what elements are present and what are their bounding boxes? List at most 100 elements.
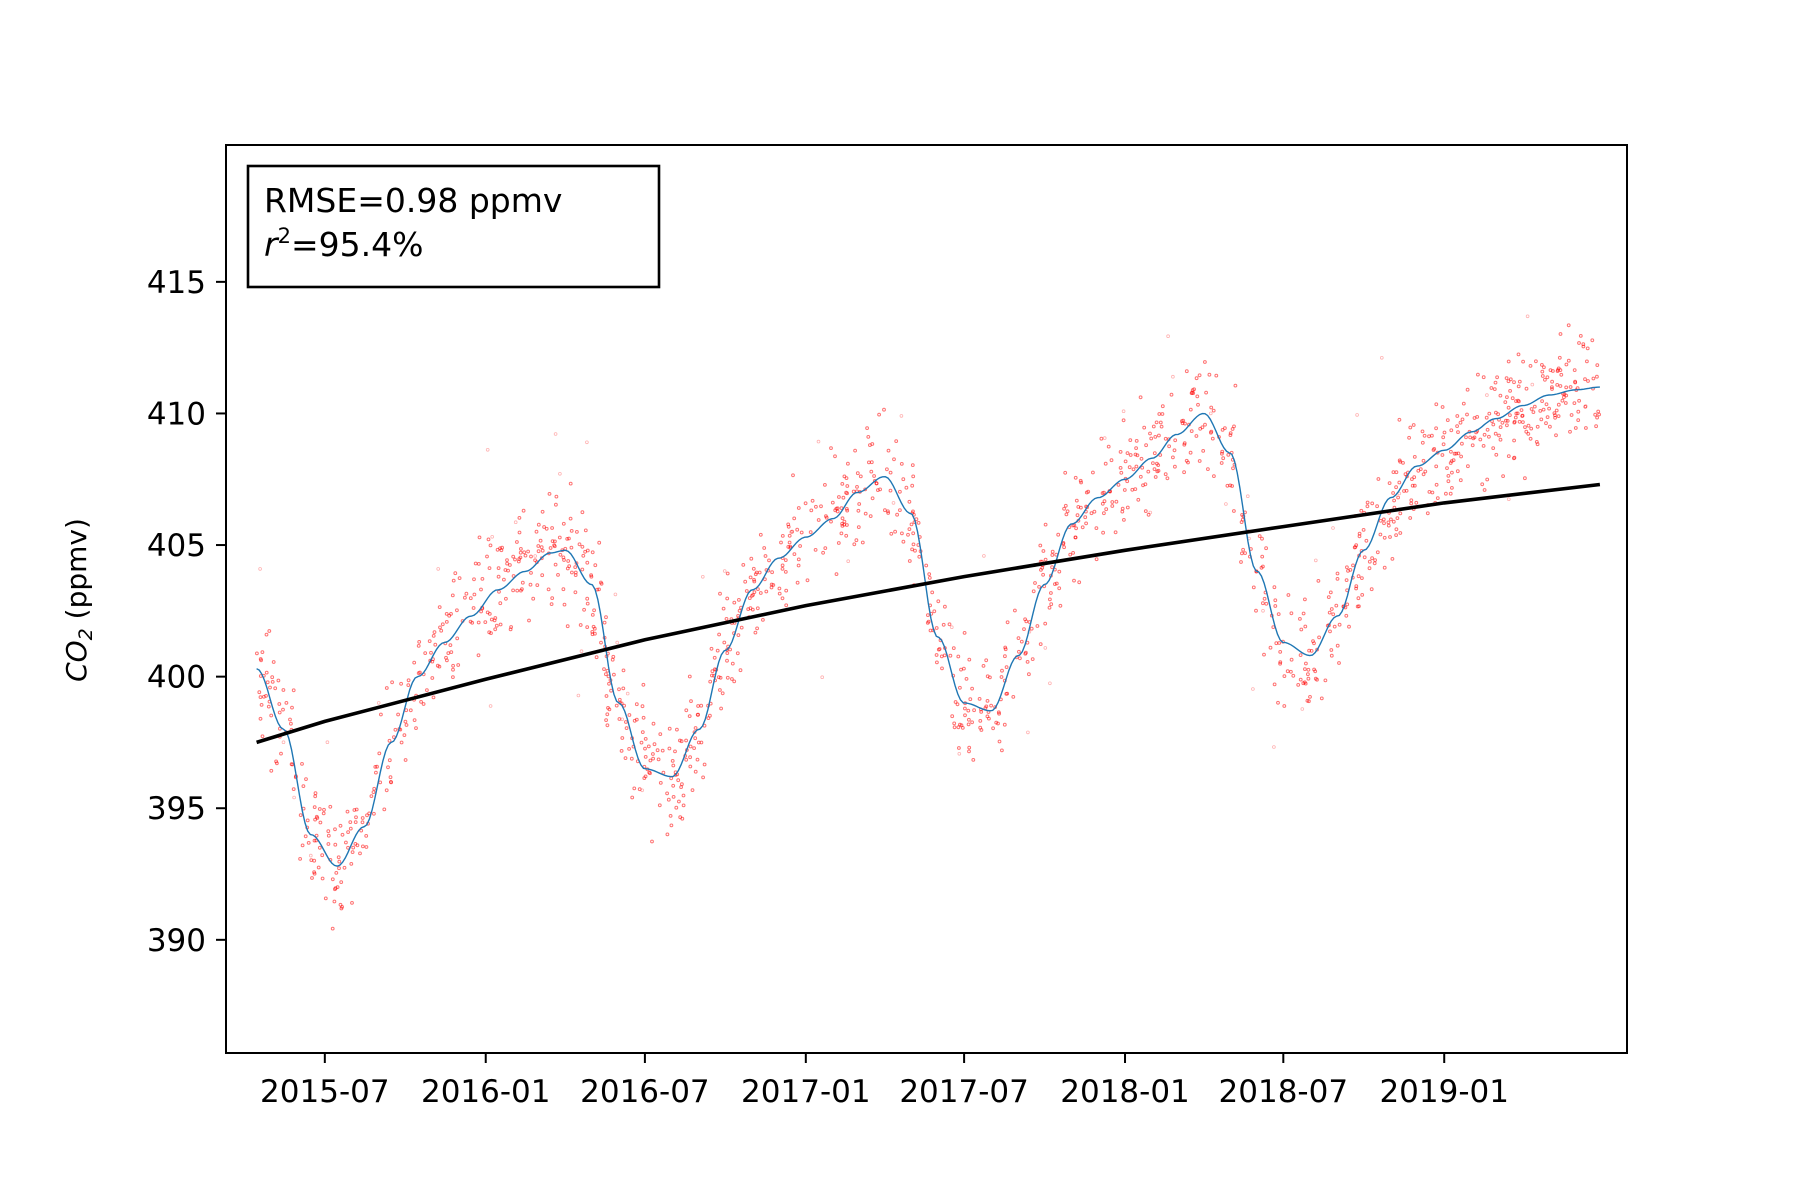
scatter-point xyxy=(1524,429,1529,434)
scatter-point xyxy=(963,706,967,711)
scatter-point xyxy=(675,727,679,732)
scatter-point xyxy=(281,688,286,692)
scatter-point xyxy=(934,653,939,657)
scatter-point xyxy=(1118,466,1123,470)
scatter-point xyxy=(1102,499,1107,504)
scatter-point xyxy=(971,758,976,762)
scatter-point xyxy=(851,489,856,494)
scatter-point xyxy=(1184,369,1189,374)
scatter-point xyxy=(536,549,541,554)
scatter-point xyxy=(354,815,358,820)
scatter-point xyxy=(1000,668,1004,673)
scatter-point xyxy=(999,675,1004,679)
scatter-point xyxy=(744,589,749,593)
scatter-point xyxy=(643,746,647,751)
r2-superscript: 2 xyxy=(278,224,291,248)
scatter-point xyxy=(257,690,262,695)
scatter-point xyxy=(962,666,966,671)
scatter-point xyxy=(911,531,916,536)
scatter-point xyxy=(611,654,616,659)
scatter-point xyxy=(1466,464,1470,469)
scatter-point xyxy=(863,487,868,492)
scatter-point xyxy=(556,573,560,577)
scatter-point xyxy=(777,591,782,596)
scatter-point xyxy=(1367,559,1372,564)
scatter-point xyxy=(1550,385,1554,390)
scatter-point xyxy=(1356,574,1361,579)
scatter-point xyxy=(1278,650,1283,654)
scatter-point xyxy=(562,602,567,607)
scatter-point xyxy=(997,711,1001,716)
scatter-point xyxy=(621,668,626,673)
scatter-point xyxy=(796,506,801,510)
scatter-point xyxy=(538,538,543,543)
scatter-point xyxy=(266,704,271,709)
scatter-point xyxy=(540,509,545,514)
scatter-point xyxy=(1475,415,1480,419)
scatter-point xyxy=(1160,404,1165,409)
scatter-point xyxy=(1497,433,1501,438)
scatter-point xyxy=(552,543,556,548)
scatter-point xyxy=(281,740,286,744)
scatter-point xyxy=(968,697,973,702)
scatter-point xyxy=(1594,424,1598,429)
scatter-point xyxy=(270,680,275,684)
scatter-point xyxy=(1103,461,1108,466)
scatter-point xyxy=(1381,517,1386,522)
scatter-point xyxy=(647,770,652,775)
scatter-point xyxy=(926,619,931,624)
scatter-point xyxy=(1122,518,1126,522)
scatter-point xyxy=(749,556,754,561)
scatter-point xyxy=(337,859,342,864)
scatter-point xyxy=(1219,461,1224,465)
scatter-point xyxy=(814,504,818,509)
scatter-point xyxy=(517,530,522,535)
scatter-point xyxy=(823,483,827,487)
scatter-point xyxy=(957,751,962,756)
scatter-point xyxy=(440,622,445,627)
scatter-point xyxy=(328,804,333,809)
scatter-point xyxy=(399,681,404,686)
scatter-point xyxy=(966,722,971,727)
scatter-point xyxy=(480,577,485,581)
scatter-point xyxy=(667,746,672,751)
scatter-point xyxy=(952,721,957,726)
scatter-point xyxy=(718,675,723,680)
scatter-point xyxy=(1535,442,1540,447)
scatter-point xyxy=(718,688,722,692)
scatter-point xyxy=(718,591,722,596)
scatter-point xyxy=(513,557,517,562)
scatter-point xyxy=(641,715,646,720)
scatter-point xyxy=(1370,501,1375,506)
scatter-point xyxy=(1391,519,1396,524)
scatter-point xyxy=(1369,587,1374,592)
scatter-point xyxy=(1481,444,1486,448)
scatter-point xyxy=(708,713,712,718)
scatter-point xyxy=(1331,526,1335,530)
scatter-point xyxy=(898,489,902,494)
scatter-point xyxy=(1043,522,1048,527)
scatter-point xyxy=(1121,409,1126,414)
scatter-point xyxy=(1431,448,1436,452)
scatter-point xyxy=(493,616,498,620)
scatter-point xyxy=(1515,411,1520,416)
scatter-point xyxy=(769,585,774,590)
scatter-point xyxy=(885,467,889,472)
scatter-point xyxy=(1306,667,1311,672)
scatter-point xyxy=(472,592,477,597)
scatter-point xyxy=(792,552,797,556)
scatter-point xyxy=(987,716,991,721)
scatter-point xyxy=(1171,455,1175,460)
scatter-point xyxy=(369,794,374,798)
x-tick-label: 2018-07 xyxy=(1219,1074,1349,1110)
scatter-point xyxy=(1378,518,1383,523)
scatter-point xyxy=(1148,431,1152,436)
scatter-point xyxy=(1102,511,1106,516)
r2-value: =95.4% xyxy=(291,225,423,264)
scatter-point xyxy=(894,439,899,444)
scatter-point xyxy=(1569,413,1574,417)
scatter-point xyxy=(780,534,785,538)
scatter-point xyxy=(427,639,432,643)
scatter-point xyxy=(784,588,789,593)
